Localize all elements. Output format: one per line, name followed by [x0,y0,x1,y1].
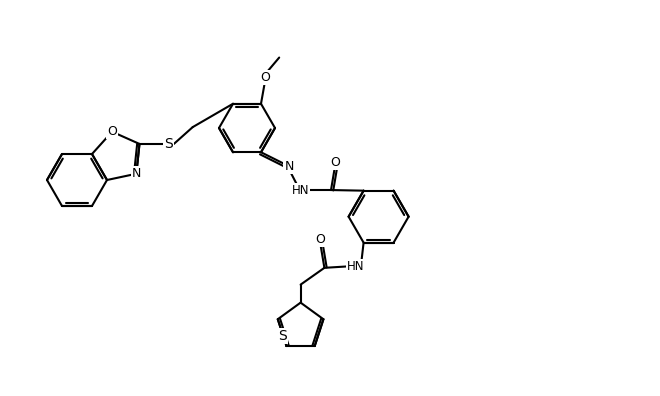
Text: S: S [278,329,286,343]
Text: HN: HN [292,184,309,196]
Text: O: O [260,70,270,84]
Text: O: O [315,233,325,246]
Text: HN: HN [346,260,364,273]
Text: O: O [107,125,117,138]
Text: O: O [330,156,340,169]
Text: N: N [131,167,141,180]
Text: S: S [164,137,174,151]
Text: N: N [284,160,294,173]
